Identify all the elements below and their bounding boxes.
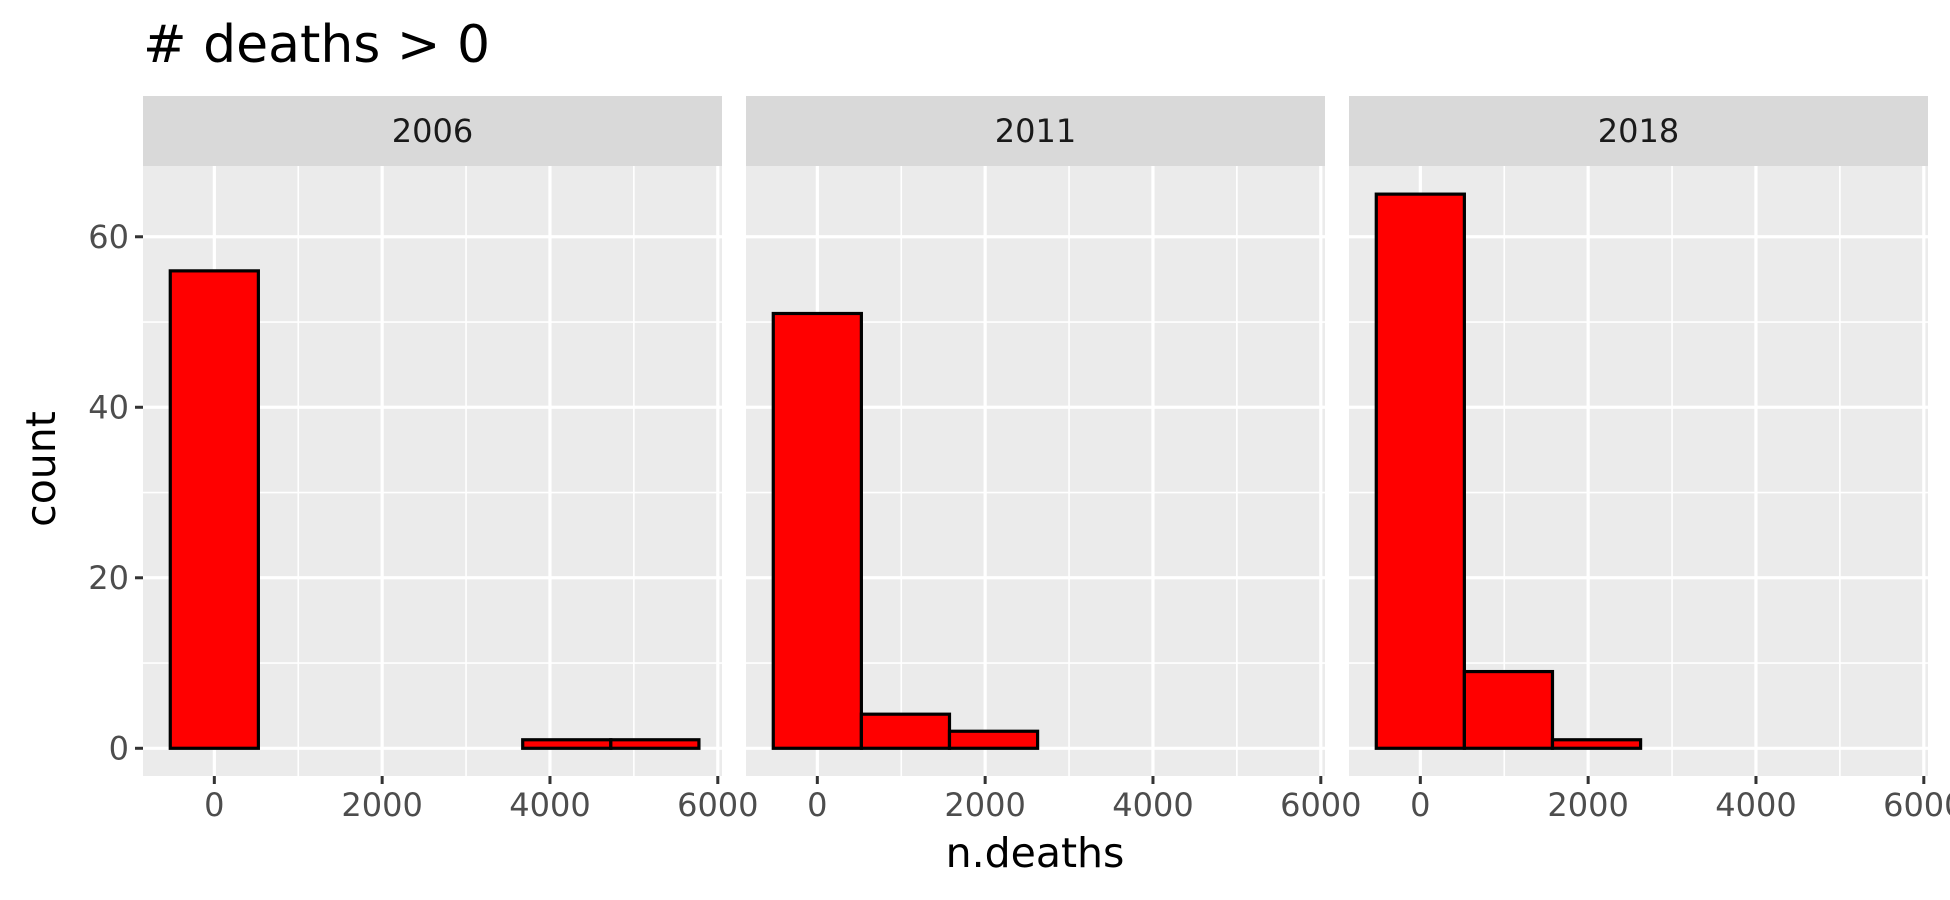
x-tick-label: 0: [807, 786, 827, 824]
histogram-bar: [1550, 738, 1643, 750]
facet-strip: [1349, 96, 1928, 166]
y-axis-title: count: [17, 411, 65, 527]
x-tick-label: 2000: [944, 786, 1025, 824]
x-tick-label: 6000: [1883, 786, 1950, 824]
x-tick-label: 4000: [1715, 786, 1796, 824]
histogram-bar: [947, 729, 1040, 750]
histogram-bar: [521, 738, 613, 750]
facet-strip: [143, 96, 722, 166]
facet-strip-label: 2011: [995, 112, 1076, 150]
plot-title: # deaths > 0: [143, 15, 490, 75]
facet-strip-label: 2006: [392, 112, 473, 150]
facet-strip: [746, 96, 1325, 166]
x-axis-title: n.deaths: [946, 829, 1125, 877]
facet-strip-label: 2018: [1598, 112, 1679, 150]
facet-panel-2018: 2018 0 2000 4000 6000: [1349, 96, 1950, 824]
facet-panel-2006: 2006 0 2000 4000 6000: [143, 96, 759, 824]
histogram-bar: [1462, 669, 1555, 750]
y-tick-label: 40: [88, 388, 129, 426]
histogram-bar: [609, 738, 701, 750]
x-tick-label: 4000: [509, 786, 590, 824]
x-tick-label: 6000: [1280, 786, 1361, 824]
y-tick-label: 60: [88, 218, 129, 256]
x-tick-label: 0: [1410, 786, 1430, 824]
x-tick-label: 2000: [1547, 786, 1628, 824]
histogram-bar: [1374, 192, 1466, 750]
histogram-bar: [859, 712, 952, 750]
y-axis: 0 20 40 60: [88, 218, 143, 767]
x-tick-label: 4000: [1112, 786, 1193, 824]
y-tick-label: 0: [109, 729, 129, 767]
histogram-bar: [168, 269, 260, 750]
x-tick-label: 6000: [677, 786, 758, 824]
facet-panel-2011: 2011 0 2000 4000 6000: [746, 96, 1362, 824]
x-tick-label: 0: [204, 786, 224, 824]
y-tick-label: 20: [88, 559, 129, 597]
x-tick-label: 2000: [341, 786, 422, 824]
histogram-bar: [771, 311, 863, 750]
